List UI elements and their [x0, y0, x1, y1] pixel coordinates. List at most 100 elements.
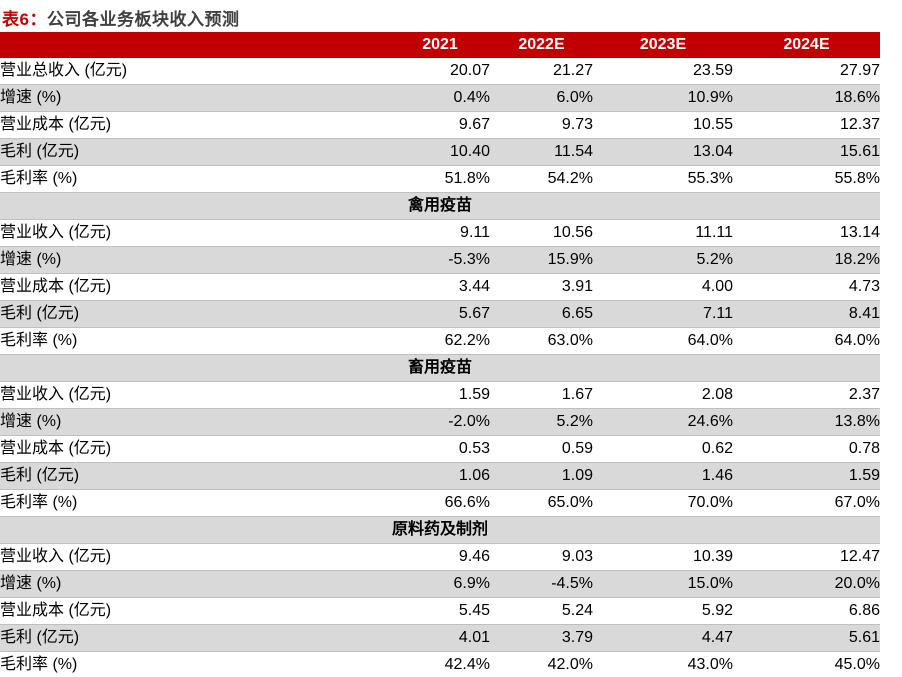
table-row: 毛利 (亿元) 5.67 6.65 7.11 8.41 — [0, 300, 880, 328]
value-cell: 15.61 — [839, 143, 880, 160]
section-header-row: 畜用疫苗 — [0, 354, 880, 382]
value-cell: 1.67 — [561, 386, 593, 403]
table-row: 营业成本 (亿元) 5.45 5.24 5.92 6.86 — [0, 597, 880, 625]
value-cell: 42.0% — [547, 656, 593, 673]
value-cell: 13.14 — [839, 224, 880, 241]
value-cell: 51.8% — [444, 170, 490, 187]
row-label-cell: 毛利率 (%) — [0, 170, 78, 187]
value-cell: 20.0% — [834, 575, 880, 592]
row-label-cell: 增速 (%) — [0, 251, 62, 268]
value-cell: 10.9% — [687, 89, 733, 106]
value-cell: 6.9% — [453, 575, 490, 592]
row-label-cell: 毛利 (亿元) — [0, 305, 80, 322]
column-header-2021: 2021 — [422, 36, 458, 53]
table-row: 营业成本 (亿元) 0.53 0.59 0.62 0.78 — [0, 435, 880, 463]
section-header-label: 畜用疫苗 — [407, 359, 472, 376]
value-cell: 0.53 — [458, 440, 490, 457]
value-cell: 6.86 — [848, 602, 880, 619]
value-cell: 7.11 — [703, 305, 733, 322]
value-cell: 12.47 — [839, 548, 880, 565]
column-header-row: 2021 2022E 2023E 2024E — [0, 32, 880, 58]
value-cell: 45.0% — [834, 656, 880, 673]
value-cell: 0.78 — [848, 440, 880, 457]
value-cell: 9.46 — [458, 548, 490, 565]
value-cell: 9.73 — [561, 116, 593, 133]
table-row: 营业收入 (亿元) 9.11 10.56 11.11 13.14 — [0, 219, 880, 247]
row-label-cell: 毛利 (亿元) — [0, 143, 80, 160]
value-cell: -5.3% — [448, 251, 490, 268]
row-label-cell: 毛利率 (%) — [0, 332, 78, 349]
value-cell: 1.06 — [458, 467, 490, 484]
value-cell: 4.73 — [848, 278, 880, 295]
table-row: 营业成本 (亿元) 9.67 9.73 10.55 12.37 — [0, 111, 880, 139]
table-row: 毛利率 (%) 42.4% 42.0% 43.0% 45.0% — [0, 651, 880, 677]
value-cell: 3.44 — [458, 278, 490, 295]
column-header-2024e: 2024E — [783, 36, 830, 53]
table-row: 毛利率 (%) 62.2% 63.0% 64.0% 64.0% — [0, 327, 880, 355]
value-cell: 15.9% — [547, 251, 593, 268]
value-cell: 0.4% — [453, 89, 490, 106]
value-cell: 5.92 — [701, 602, 733, 619]
value-cell: 55.3% — [687, 170, 733, 187]
table-row: 增速 (%) -2.0% 5.2% 24.6% 13.8% — [0, 408, 880, 436]
value-cell: 5.67 — [458, 305, 490, 322]
value-cell: 54.2% — [547, 170, 593, 187]
value-cell: 63.0% — [547, 332, 593, 349]
table-row: 增速 (%) 0.4% 6.0% 10.9% 18.6% — [0, 84, 880, 112]
value-cell: 1.09 — [561, 467, 593, 484]
value-cell: 6.65 — [561, 305, 593, 322]
table-row: 增速 (%) 6.9% -4.5% 15.0% 20.0% — [0, 570, 880, 598]
row-label-cell: 增速 (%) — [0, 575, 62, 592]
value-cell: 0.59 — [561, 440, 593, 457]
value-cell: 0.62 — [701, 440, 733, 457]
section-header-label: 禽用疫苗 — [407, 197, 472, 214]
value-cell: 4.47 — [701, 629, 733, 646]
column-header-2023e: 2023E — [639, 36, 687, 53]
revenue-forecast-table: 2021 2022E 2023E 2024E 营业总收入 (亿元) 20.07 21… — [0, 32, 880, 677]
row-label-cell: 毛利 (亿元) — [0, 467, 80, 484]
value-cell: 10.55 — [692, 116, 733, 133]
value-cell: 20.07 — [449, 62, 490, 79]
row-label-cell: 营业总收入 (亿元) — [0, 62, 128, 79]
table-row: 营业收入 (亿元) 9.46 9.03 10.39 12.47 — [0, 543, 880, 571]
table-row: 营业收入 (亿元) 1.59 1.67 2.08 2.37 — [0, 381, 880, 409]
column-header-blank — [0, 32, 390, 58]
value-cell: 65.0% — [547, 494, 593, 511]
value-cell: 6.0% — [556, 89, 593, 106]
value-cell: 2.37 — [848, 386, 880, 403]
row-label-cell: 营业收入 (亿元) — [0, 224, 112, 241]
row-label-cell: 营业成本 (亿元) — [0, 278, 112, 295]
value-cell: 42.4% — [444, 656, 490, 673]
value-cell: 23.59 — [692, 62, 733, 79]
value-cell: 9.67 — [458, 116, 490, 133]
value-cell: 21.27 — [552, 62, 593, 79]
value-cell: 67.0% — [834, 494, 880, 511]
row-label-cell: 毛利 (亿元) — [0, 629, 80, 646]
value-cell: 1.59 — [458, 386, 490, 403]
value-cell: 27.97 — [839, 62, 880, 79]
row-label-cell: 营业成本 (亿元) — [0, 440, 112, 457]
value-cell: 10.56 — [552, 224, 593, 241]
table-title-text: 公司各业务板块收入预测 — [46, 10, 240, 29]
table-title-prefix: 表6： — [2, 10, 47, 29]
value-cell: 2.08 — [701, 386, 733, 403]
row-label-cell: 毛利率 (%) — [0, 494, 78, 511]
value-cell: 70.0% — [687, 494, 733, 511]
value-cell: 3.79 — [561, 629, 593, 646]
table-row: 毛利 (亿元) 10.40 11.54 13.04 15.61 — [0, 138, 880, 166]
column-header-2022e: 2022E — [518, 36, 565, 53]
table-body: 营业总收入 (亿元) 20.07 21.27 23.59 27.97 增速 (%) 0.4%… — [0, 58, 880, 677]
value-cell: -4.5% — [551, 575, 593, 592]
value-cell: 12.37 — [839, 116, 880, 133]
table-row: 毛利率 (%) 66.6% 65.0% 70.0% 67.0% — [0, 489, 880, 517]
value-cell: 5.24 — [561, 602, 593, 619]
value-cell: 62.2% — [444, 332, 490, 349]
value-cell: 4.01 — [458, 629, 490, 646]
row-label-cell: 营业成本 (亿元) — [0, 116, 112, 133]
section-header-label: 原料药及制剂 — [391, 521, 488, 538]
value-cell: 64.0% — [834, 332, 880, 349]
value-cell: 11.54 — [554, 143, 593, 160]
table-row: 毛利 (亿元) 1.06 1.09 1.46 1.59 — [0, 462, 880, 490]
value-cell: 18.2% — [834, 251, 880, 268]
